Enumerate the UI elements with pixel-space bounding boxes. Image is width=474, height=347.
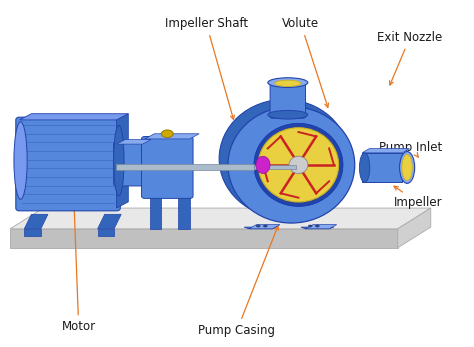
Bar [24, 229, 41, 236]
Text: Impeller: Impeller [394, 186, 443, 209]
Ellipse shape [359, 153, 370, 182]
Polygon shape [10, 208, 431, 229]
Ellipse shape [219, 100, 349, 218]
Polygon shape [98, 214, 121, 229]
Ellipse shape [161, 130, 173, 137]
Ellipse shape [256, 156, 270, 174]
Text: Pump Inlet: Pump Inlet [379, 141, 443, 157]
Polygon shape [19, 114, 128, 120]
Ellipse shape [14, 122, 27, 199]
Ellipse shape [268, 110, 308, 119]
Text: Exit Nozzle: Exit Nozzle [377, 31, 443, 85]
Polygon shape [249, 225, 280, 229]
Ellipse shape [268, 78, 308, 87]
Ellipse shape [254, 123, 343, 206]
Ellipse shape [228, 107, 355, 223]
Polygon shape [244, 227, 277, 229]
Polygon shape [117, 114, 128, 208]
FancyBboxPatch shape [16, 117, 120, 211]
Ellipse shape [264, 225, 267, 227]
Polygon shape [178, 196, 190, 229]
FancyBboxPatch shape [270, 84, 306, 118]
Ellipse shape [289, 156, 308, 174]
Polygon shape [306, 225, 337, 229]
Text: Motor: Motor [62, 205, 96, 333]
FancyBboxPatch shape [142, 136, 193, 198]
Polygon shape [24, 214, 48, 229]
Ellipse shape [258, 128, 338, 202]
Bar [117, 164, 254, 170]
Text: Impeller Shaft: Impeller Shaft [165, 17, 248, 119]
Polygon shape [145, 134, 199, 139]
Polygon shape [150, 196, 161, 229]
Ellipse shape [114, 125, 124, 196]
Polygon shape [301, 227, 334, 229]
Polygon shape [362, 149, 410, 153]
Text: Volute: Volute [282, 17, 328, 107]
Text: Pump Casing: Pump Casing [199, 226, 278, 337]
Bar [362, 153, 402, 182]
Ellipse shape [400, 152, 415, 183]
Ellipse shape [309, 225, 312, 227]
Polygon shape [10, 229, 398, 248]
Ellipse shape [402, 154, 412, 180]
Ellipse shape [256, 225, 260, 227]
Polygon shape [117, 139, 151, 144]
FancyBboxPatch shape [114, 142, 146, 186]
Ellipse shape [316, 225, 319, 227]
Bar [254, 164, 296, 169]
Ellipse shape [275, 80, 301, 86]
Bar [98, 229, 114, 236]
Polygon shape [398, 208, 431, 248]
